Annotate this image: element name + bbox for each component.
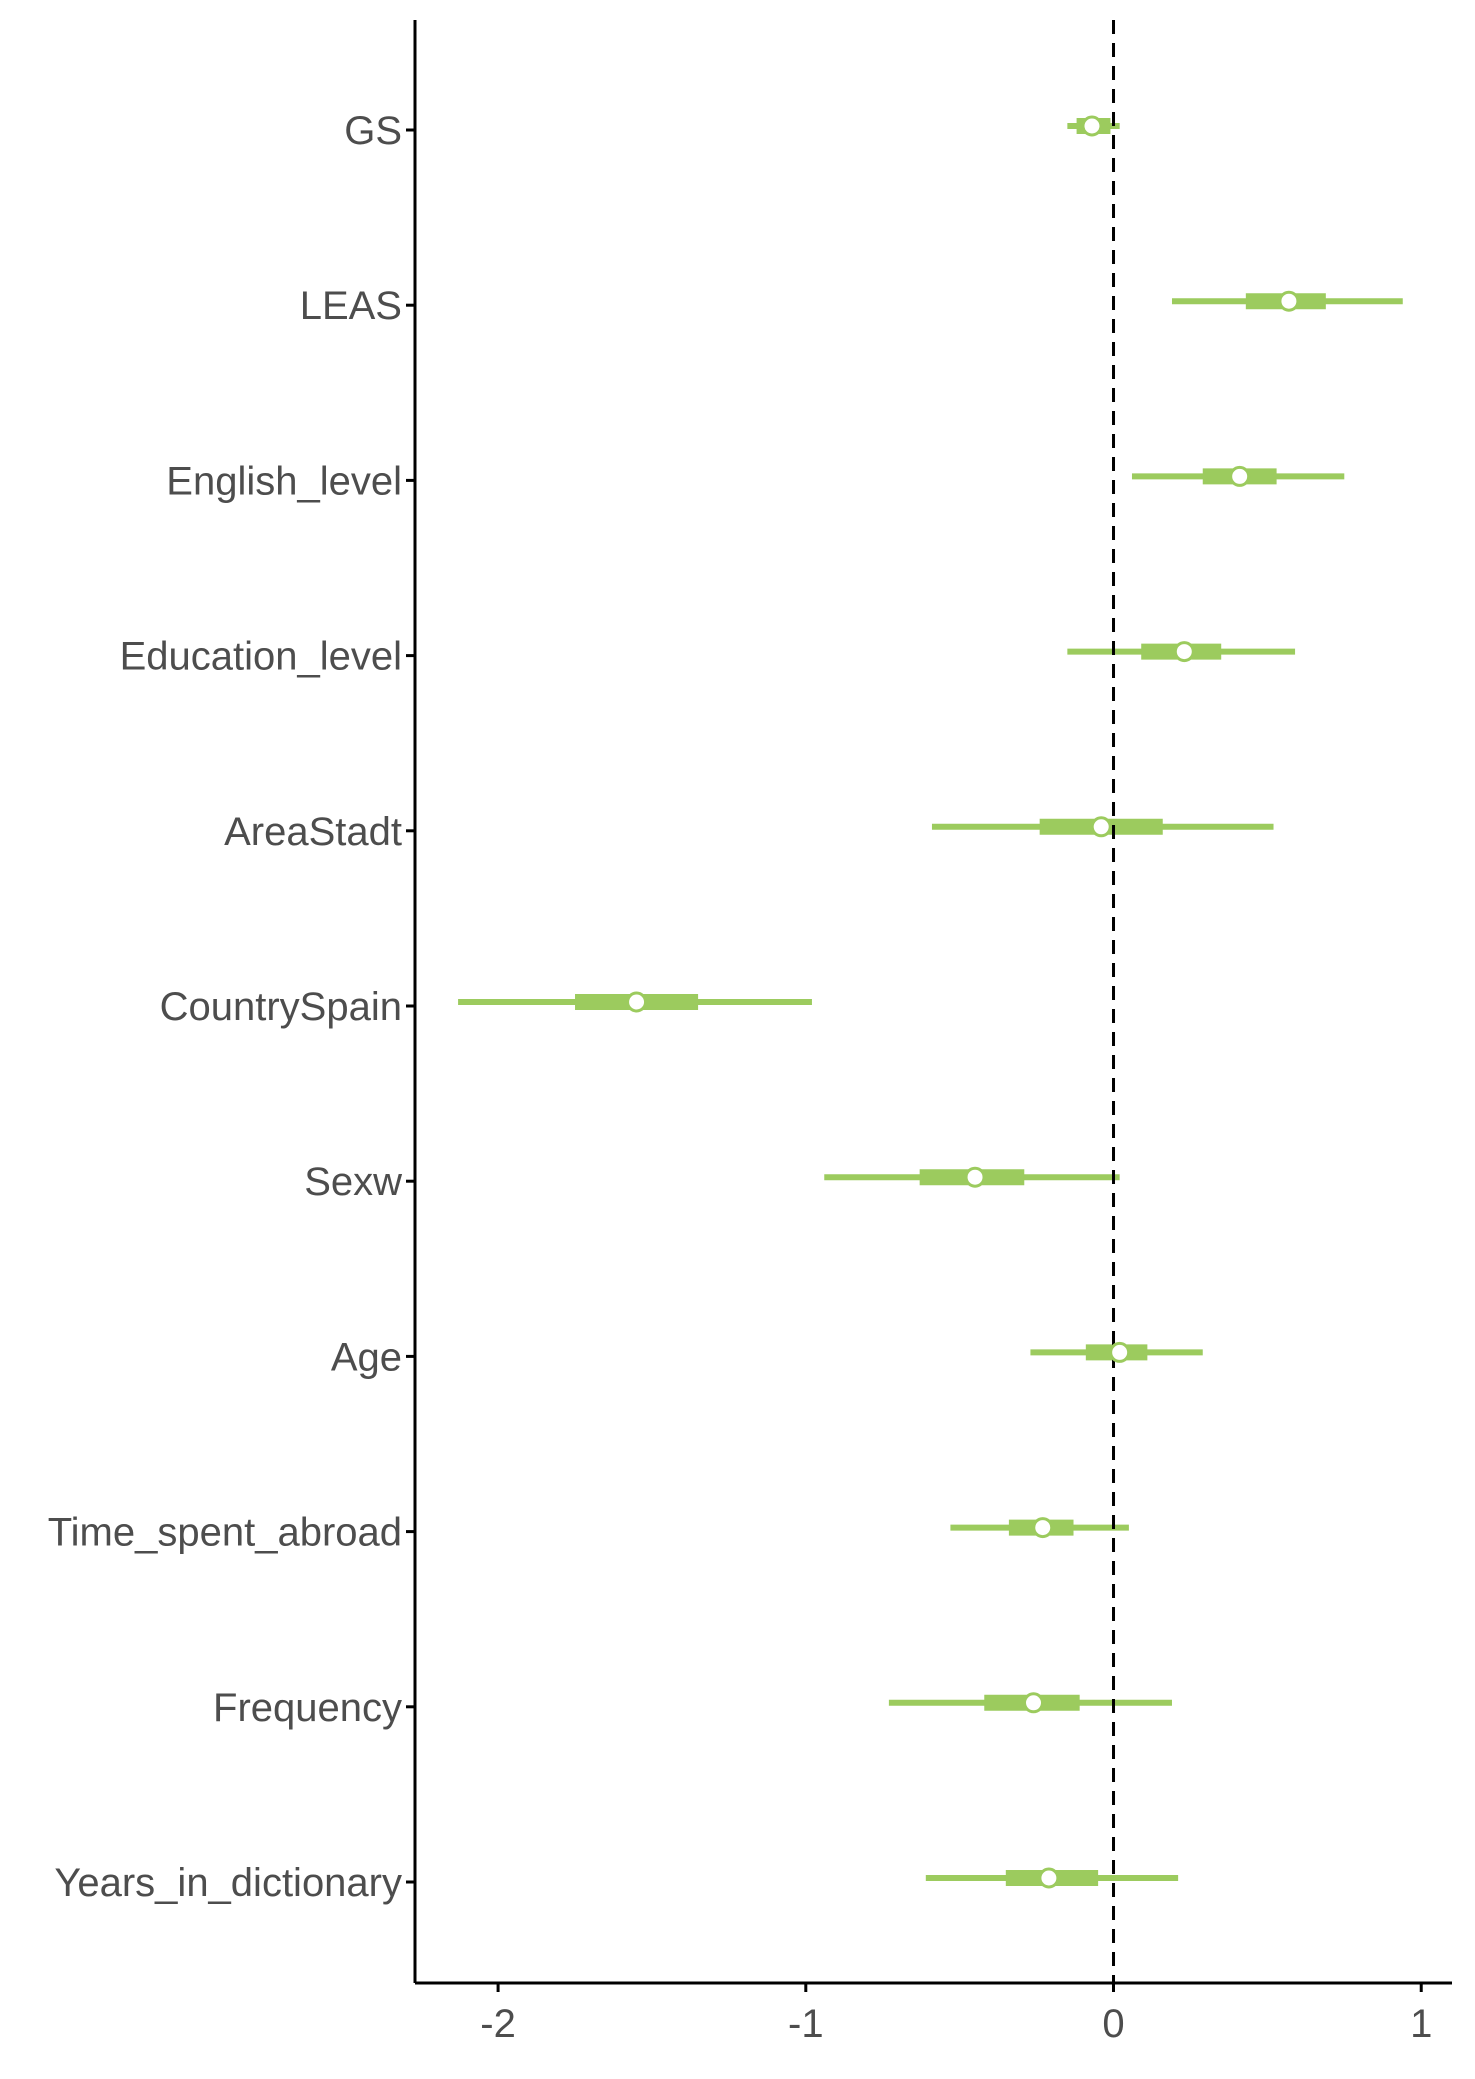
category-label-Frequency: Frequency	[213, 1686, 402, 1730]
category-label-LEAS: LEAS	[300, 284, 402, 328]
category-label-Age: Age	[331, 1335, 402, 1379]
x-tick-label--2: -2	[480, 2002, 516, 2046]
y-axis-ticks: GS LEAS English_level Education_level AreaSt…	[48, 109, 415, 1905]
x-tick-label--1: -1	[788, 2002, 824, 2046]
category-label-Time_spent_abroad: Time_spent_abroad	[48, 1511, 402, 1555]
point-estimate-Time_spent_abroad	[1032, 1517, 1054, 1539]
points-layer	[626, 115, 1300, 1889]
point-estimate-Education_level	[1173, 641, 1195, 663]
x-axis-ticks: -2 -1 0 1	[480, 1983, 1432, 2046]
point-estimate-Sexw	[964, 1166, 986, 1188]
x-tick-label-0: 0	[1102, 2002, 1124, 2046]
category-label-Years_in_dictionary: Years_in_dictionary	[54, 1861, 402, 1905]
x-tick-label-1: 1	[1410, 2002, 1432, 2046]
point-estimate-Age	[1109, 1341, 1131, 1363]
point-estimate-Frequency	[1023, 1692, 1045, 1714]
category-label-GS: GS	[344, 109, 402, 153]
category-label-Education_level: Education_level	[120, 635, 402, 679]
point-estimate-CountrySpain	[626, 991, 648, 1013]
category-label-AreaStadt: AreaStadt	[224, 810, 402, 854]
category-label-CountrySpain: CountrySpain	[160, 985, 402, 1029]
point-estimate-English_level	[1229, 465, 1251, 487]
category-label-English_level: English_level	[166, 459, 402, 503]
point-estimate-GS	[1081, 115, 1103, 137]
point-estimate-LEAS	[1278, 290, 1300, 312]
point-estimate-AreaStadt	[1090, 816, 1112, 838]
point-estimate-Years_in_dictionary	[1038, 1867, 1060, 1889]
category-label-Sexw: Sexw	[304, 1160, 402, 1204]
